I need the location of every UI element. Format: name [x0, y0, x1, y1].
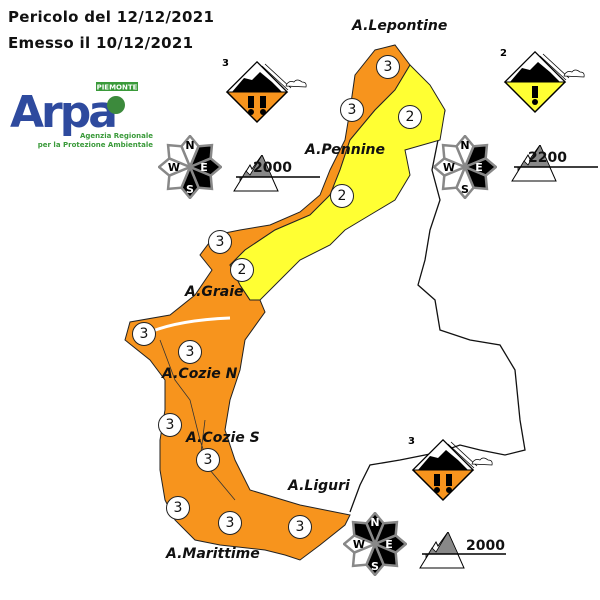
compass-label-s: S — [371, 560, 379, 573]
compass-label-n: N — [370, 516, 379, 529]
area-label-marittime: A.Marittime — [166, 546, 260, 562]
area-label-cozie-s: A.Cozie S — [186, 430, 260, 446]
danger-level-number: 2 — [500, 48, 507, 59]
logo-name: Arpa — [10, 87, 115, 138]
zone-level-marker: 3 — [178, 340, 202, 364]
elevation-threshold: 2200 — [528, 150, 567, 166]
zone-level-marker: 3 — [376, 55, 400, 79]
svg-text:Agenzia Regionale: Agenzia Regionale — [80, 132, 153, 140]
area-label-pennine: A.Pennine — [305, 142, 385, 158]
svg-text:per la Protezione Ambientale: per la Protezione Ambientale — [38, 141, 153, 149]
compass-label-w: W — [353, 538, 365, 551]
zone-level-marker: 2 — [330, 184, 354, 208]
elevation-threshold: 2000 — [466, 538, 505, 554]
compass-label-s: S — [461, 183, 469, 196]
danger-level-number: 3 — [408, 436, 415, 447]
elevation-threshold: 2000 — [253, 160, 292, 176]
zone-level-marker: 3 — [196, 448, 220, 472]
danger-level-number: 3 — [222, 58, 229, 69]
compass-label-e: E — [385, 538, 393, 551]
area-label-cozie-n: A.Cozie N — [162, 366, 238, 382]
zone-level-marker: 3 — [208, 230, 232, 254]
aspect-sector-nw — [166, 143, 193, 170]
elevation-mountain-icon — [232, 153, 322, 199]
issue-date: Emesso il 10/12/2021 — [8, 34, 194, 52]
zone-level-marker: 3 — [340, 98, 364, 122]
compass-label-n: N — [460, 139, 469, 152]
arpa-logo: PIEMONTE Arpa Agenzia Regionale per la P… — [8, 80, 158, 155]
area-label-liguri: A.Liguri — [288, 478, 350, 494]
aspect-sector-nw — [441, 143, 468, 170]
compass-label-e: E — [200, 161, 208, 174]
area-label-lepontine: A.Lepontine — [352, 18, 448, 34]
danger-considerable-icon — [224, 60, 314, 128]
compass-label-n: N — [185, 139, 194, 152]
zone-level-marker: 3 — [218, 511, 242, 535]
compass-label-s: S — [186, 183, 194, 196]
elevation-mountain-icon — [418, 530, 508, 576]
zone-level-marker: 3 — [158, 413, 182, 437]
zone-level-2 — [229, 64, 446, 301]
zone-level-marker: 3 — [288, 515, 312, 539]
compass-label-w: W — [443, 161, 455, 174]
danger-considerable-icon — [410, 438, 500, 506]
zone-level-marker: 2 — [398, 105, 422, 129]
danger-date: Pericolo del 12/12/2021 — [8, 8, 215, 26]
elevation-mountain-icon — [510, 143, 600, 189]
aspect-sector-nw — [351, 520, 378, 547]
logo-region: PIEMONTE — [97, 84, 138, 92]
zone-level-marker: 3 — [132, 322, 156, 346]
zone-level-marker: 2 — [230, 258, 254, 282]
zone-level-marker: 3 — [166, 496, 190, 520]
danger-moderate-icon — [502, 50, 592, 118]
piemonte-boundary — [349, 109, 526, 513]
area-label-graie: A.Graie — [185, 284, 244, 300]
compass-label-w: W — [168, 161, 180, 174]
compass-label-e: E — [475, 161, 483, 174]
